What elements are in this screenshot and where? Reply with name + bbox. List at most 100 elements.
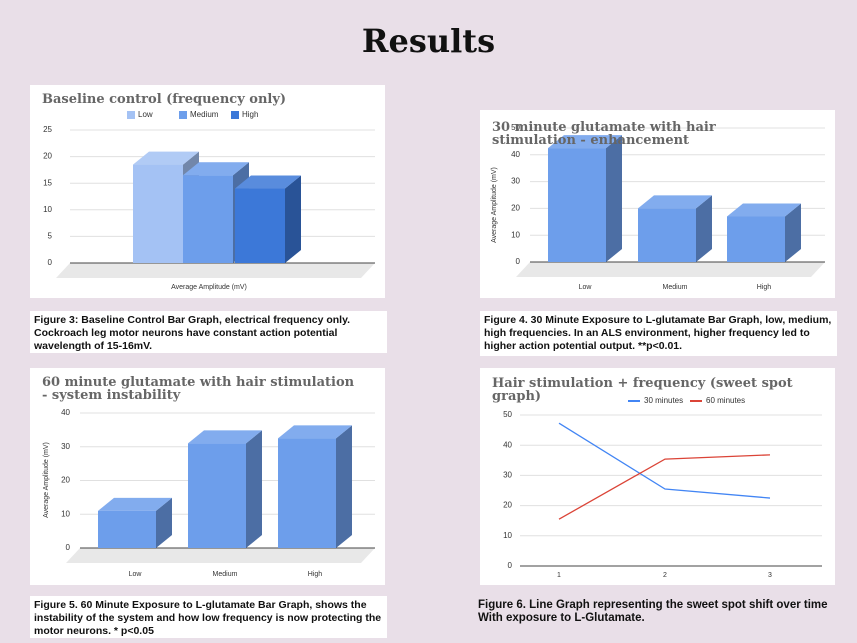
bar-top	[98, 497, 172, 511]
y-tick-label: 5	[48, 232, 53, 241]
bar-top	[727, 203, 801, 217]
bar-top-shade	[133, 151, 199, 165]
bar	[548, 135, 622, 262]
x-tick-label: High	[308, 571, 323, 578]
bar-top	[235, 175, 301, 189]
y-tick-label: 20	[511, 204, 520, 213]
bar-top-shade	[278, 425, 352, 439]
legend-label: Medium	[190, 110, 219, 119]
page-title: Results	[361, 22, 496, 60]
y-tick-label: 20	[61, 476, 70, 485]
bar-top-shade	[235, 175, 301, 189]
bar-top	[638, 195, 712, 209]
legend-label: Low	[138, 110, 153, 119]
bar	[638, 195, 712, 262]
y-tick-label: 0	[516, 257, 521, 266]
chart-title: Baseline control (frequency only)	[42, 92, 287, 107]
figure-caption: Figure 3: Baseline Control Bar Graph, el…	[30, 311, 387, 353]
bar-top	[183, 162, 249, 176]
y-tick-label: 20	[43, 152, 52, 161]
x-tick-label: Medium	[213, 571, 238, 578]
x-tick-label: 1	[557, 572, 561, 579]
bar-top-shade	[188, 430, 262, 444]
y-tick-label: 10	[503, 531, 512, 540]
y-tick-label: 40	[61, 408, 70, 417]
chart-floor	[516, 262, 825, 277]
chart-title: Hair stimulation + frequency (sweet spot…	[492, 376, 793, 404]
y-tick-label: 30	[503, 471, 512, 480]
y-tick-label: 10	[511, 230, 520, 239]
y-tick-label: 0	[508, 561, 513, 570]
bar-side	[246, 430, 262, 548]
legend-label: 60 minutes	[706, 396, 745, 405]
bar-side	[606, 135, 622, 262]
chart-floor	[56, 263, 375, 278]
bar-top	[278, 425, 352, 439]
y-tick-label: 50	[511, 123, 520, 132]
bar-side	[285, 175, 301, 263]
bar-top-shade	[183, 162, 249, 176]
bar-front	[133, 164, 183, 263]
bar-front	[638, 208, 696, 262]
chart-floor	[66, 548, 375, 563]
chart-panel	[480, 368, 835, 585]
bar-side-shade	[606, 135, 622, 262]
y-tick-label: 30	[61, 442, 70, 451]
bar-front	[98, 510, 156, 548]
line-series	[558, 454, 771, 520]
bar-side	[696, 195, 712, 262]
bar	[727, 203, 801, 262]
bar-side-shade	[696, 195, 712, 262]
bar-top-shade	[548, 135, 622, 149]
chart-title: 30 minute glutamate with hair stimulatio…	[492, 120, 716, 148]
bar-top	[133, 151, 199, 165]
bar-side	[785, 203, 801, 262]
legend-label: High	[242, 110, 258, 119]
bar-top-shade	[98, 497, 172, 511]
bar-top	[188, 430, 262, 444]
x-tick-label: Medium	[663, 284, 688, 291]
bar-front	[727, 216, 785, 262]
bar-front	[278, 438, 336, 548]
legend-swatch	[231, 111, 239, 119]
bar-front	[183, 175, 233, 263]
y-tick-label: 20	[503, 501, 512, 510]
y-tick-label: 0	[48, 258, 53, 267]
bar	[98, 497, 172, 548]
bar-side-shade	[336, 425, 352, 548]
bar-side-shade	[246, 430, 262, 548]
y-tick-label: 40	[511, 150, 520, 159]
y-tick-label: 0	[66, 543, 71, 552]
figure-caption: Figure 4. 30 Minute Exposure to L-glutam…	[480, 311, 837, 356]
bar-top	[548, 135, 622, 149]
chart-title: 60 minute glutamate with hair stimulatio…	[42, 375, 355, 403]
x-tick-label: 2	[663, 572, 667, 579]
y-tick-label: 30	[511, 177, 520, 186]
bar-side-shade	[156, 497, 172, 548]
y-tick-label: 15	[43, 178, 52, 187]
bar-front	[188, 443, 246, 548]
legend-swatch	[179, 111, 187, 119]
y-tick-label: 50	[503, 410, 512, 419]
bar-side-shade	[285, 175, 301, 263]
y-axis-label: Average Amplitude (mV)	[491, 167, 498, 243]
y-tick-label: 40	[503, 440, 512, 449]
x-tick-label: Low	[129, 571, 143, 578]
bar	[278, 425, 352, 548]
x-tick-label: 3	[768, 572, 772, 579]
x-tick-label: High	[757, 284, 772, 291]
x-tick-label: Low	[579, 284, 593, 291]
y-tick-label: 25	[43, 125, 52, 134]
bar-top-shade	[727, 203, 801, 217]
bar-side	[336, 425, 352, 548]
bar	[235, 175, 301, 263]
bar-front	[548, 148, 606, 262]
y-tick-label: 10	[61, 509, 70, 518]
figure-caption: Figure 5. 60 Minute Exposure to L-glutam…	[30, 596, 387, 638]
bar-side-shade	[785, 203, 801, 262]
y-tick-label: 10	[43, 205, 52, 214]
bar-front	[235, 188, 285, 263]
x-axis-label: Average Amplitude (mV)	[171, 284, 247, 291]
